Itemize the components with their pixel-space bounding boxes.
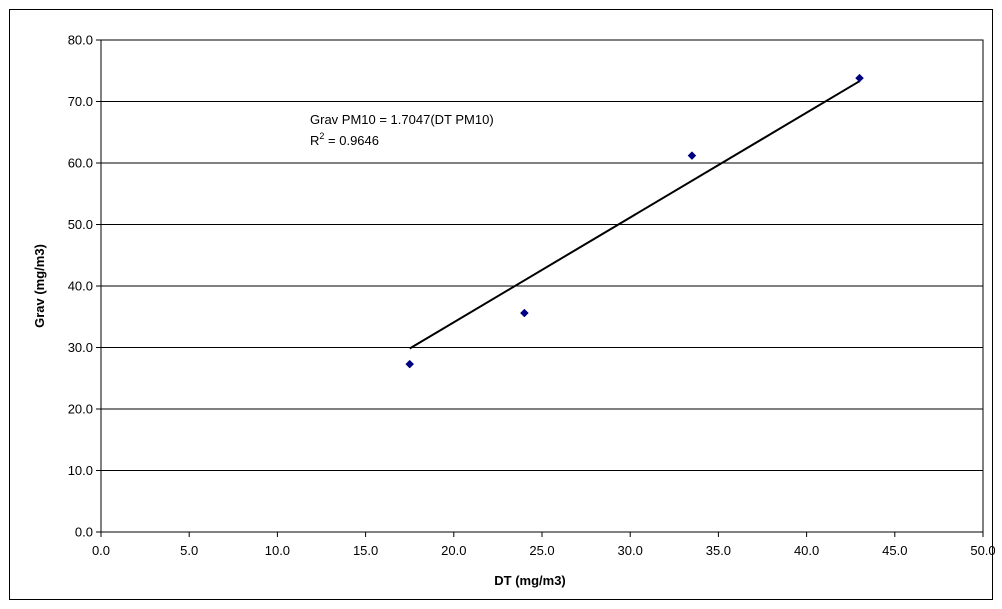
x-axis-ticks: 0.0 5.0 10.0 15.0 20.0 25.0 30.0 35.0 40.0 45.0 50… [92,532,996,558]
x-tick-label-2: 10.0 [265,543,290,558]
x-tick-label-9: 45.0 [882,543,907,558]
x-axis-title: DT (mg/m3) [494,573,566,588]
x-tick-label-10: 50.0 [970,543,995,558]
y-tick-label-8: 80.0 [68,33,93,48]
data-points [405,73,864,369]
y-tick-label-4: 40.0 [68,279,93,294]
gridlines [101,101,983,471]
y-axis-ticks: 0.0 10.0 20.0 30.0 40.0 50.0 60.0 70.0 80.0 [68,33,101,540]
x-tick-label-3: 15.0 [353,543,378,558]
x-tick-label-4: 20.0 [441,543,466,558]
trendline-group [409,80,861,350]
y-tick-label-5: 50.0 [68,217,93,232]
data-point-0-0 [405,359,415,369]
equation-label: Grav PM10 = 1.7047(DT PM10) [310,112,494,127]
r-squared-label: R2 = 0.9646 [310,131,379,148]
x-tick-label-7: 35.0 [706,543,731,558]
y-tick-label-7: 70.0 [68,94,93,109]
y-tick-label-2: 20.0 [68,402,93,417]
y-tick-label-0: 0.0 [75,525,93,540]
r-squared-prefix: R [310,133,319,148]
x-tick-label-1: 5.0 [180,543,198,558]
x-tick-label-8: 40.0 [794,543,819,558]
y-tick-label-1: 10.0 [68,463,93,478]
data-point-0-3 [855,73,864,83]
data-point-0-1 [520,308,529,318]
x-tick-label-6: 30.0 [618,543,643,558]
x-tick-label-5: 25.0 [529,543,554,558]
trendline [409,80,861,350]
x-tick-label-0: 0.0 [92,543,110,558]
data-point-0-2 [687,151,697,160]
r-squared-superscript: 2 [319,131,324,141]
y-tick-label-6: 60.0 [68,156,93,171]
y-axis-title: Grav (mg/m3) [32,244,47,328]
r-squared-value: = 0.9646 [324,133,379,148]
y-tick-label-3: 30.0 [68,340,93,355]
